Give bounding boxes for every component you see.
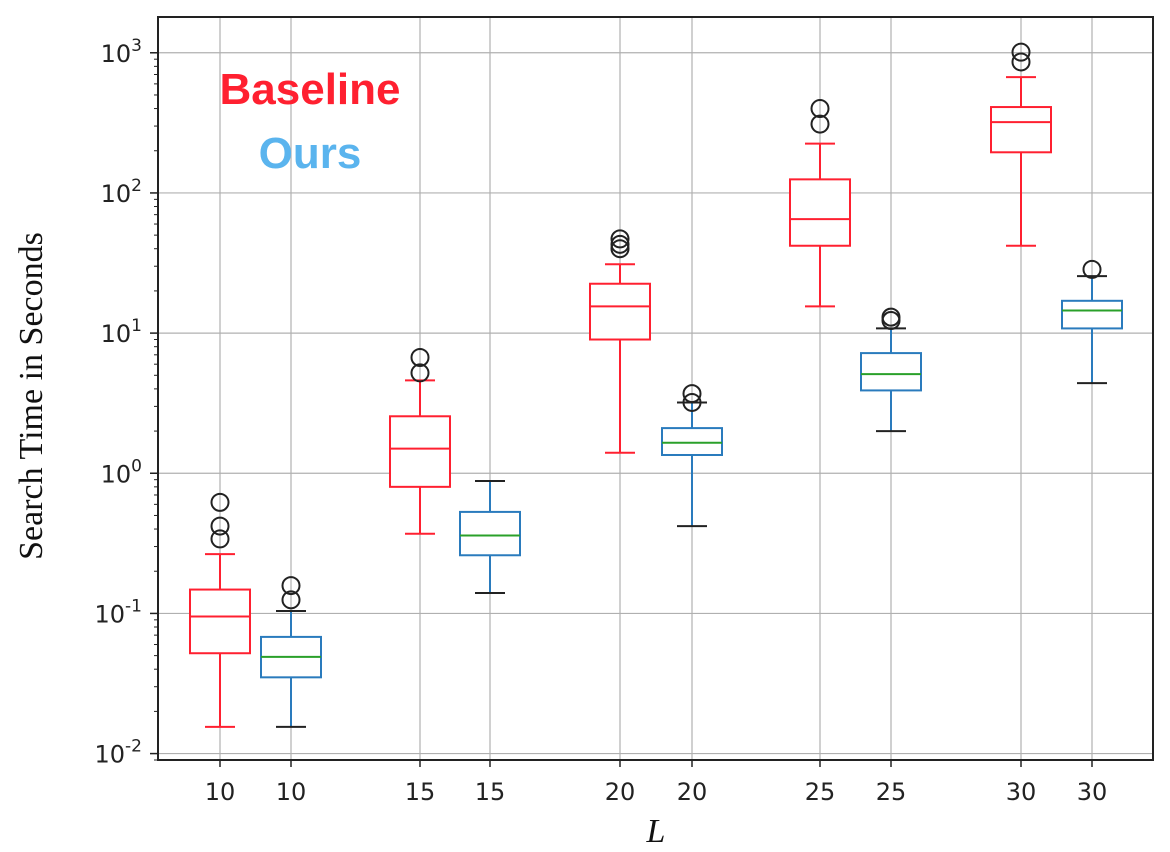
- x-tick-label: 20: [677, 778, 708, 806]
- outlier-point: [210, 516, 230, 536]
- ours-10-box-group: [260, 576, 322, 728]
- y-axis-title: Search Time in Seconds: [13, 232, 50, 560]
- x-tick-label: 20: [605, 778, 636, 806]
- outlier-point: [210, 492, 230, 512]
- y-tick-label: 10-2: [95, 737, 143, 769]
- baseline-10-box-group: [189, 492, 251, 728]
- iqr-box: [789, 178, 851, 247]
- iqr-box: [189, 588, 251, 655]
- outlier-point: [281, 590, 301, 610]
- outlier-point: [682, 392, 702, 412]
- iqr-box: [1061, 299, 1123, 330]
- outlier-point: [610, 229, 630, 249]
- ours-20-box-group: [661, 384, 723, 528]
- box-plot-boxes: [189, 42, 1123, 728]
- y-tick-label: 101: [101, 316, 142, 348]
- ours-25-box-group: [860, 307, 922, 433]
- outlier-point: [281, 576, 301, 596]
- baseline-25-box-group: [789, 99, 851, 308]
- ours-30-box-group: [1061, 259, 1123, 385]
- y-tick-label: 103: [101, 36, 142, 68]
- ours-15-box-group: [459, 480, 521, 594]
- outlier-point: [881, 307, 901, 327]
- baseline-15-box-group: [389, 347, 451, 535]
- x-axis-title: L: [646, 813, 666, 850]
- x-tick-label: 15: [405, 778, 436, 806]
- iqr-box: [459, 510, 521, 557]
- baseline-30-box-group: [990, 42, 1052, 247]
- outlier-point: [810, 114, 830, 134]
- x-tick-label: 30: [1006, 778, 1037, 806]
- outlier-point: [210, 529, 230, 549]
- iqr-box: [860, 352, 922, 392]
- x-tick-label: 10: [205, 778, 236, 806]
- x-tick-label: 30: [1077, 778, 1108, 806]
- outlier-point: [410, 363, 430, 383]
- outlier-point: [1082, 259, 1102, 279]
- outlier-point: [610, 234, 630, 254]
- y-tick-label: 100: [101, 456, 142, 488]
- y-tick-label: 10-1: [95, 596, 143, 628]
- iqr-box: [990, 106, 1052, 154]
- outlier-point: [1011, 52, 1031, 72]
- iqr-box: [661, 427, 723, 456]
- outlier-point: [682, 384, 702, 404]
- x-tick-label: 25: [805, 778, 836, 806]
- iqr-box: [389, 415, 451, 488]
- x-tick-label: 15: [475, 778, 506, 806]
- y-tick-label: 102: [101, 176, 142, 208]
- x-tick-label: 25: [876, 778, 907, 806]
- baseline-20-box-group: [589, 229, 651, 454]
- iqr-box: [589, 282, 651, 341]
- outlier-point: [410, 347, 430, 367]
- legend-baseline-label: Baseline: [220, 65, 401, 114]
- outlier-point: [610, 239, 630, 259]
- outlier-point: [810, 99, 830, 119]
- legend-ours-label: Ours: [259, 129, 362, 178]
- x-tick-label: 10: [276, 778, 307, 806]
- axis-ticks: 10 10 15 15 20 20 25 25 30 30 10-2 10-1 100 101 102 103: [95, 36, 1108, 806]
- outlier-point: [1011, 42, 1031, 62]
